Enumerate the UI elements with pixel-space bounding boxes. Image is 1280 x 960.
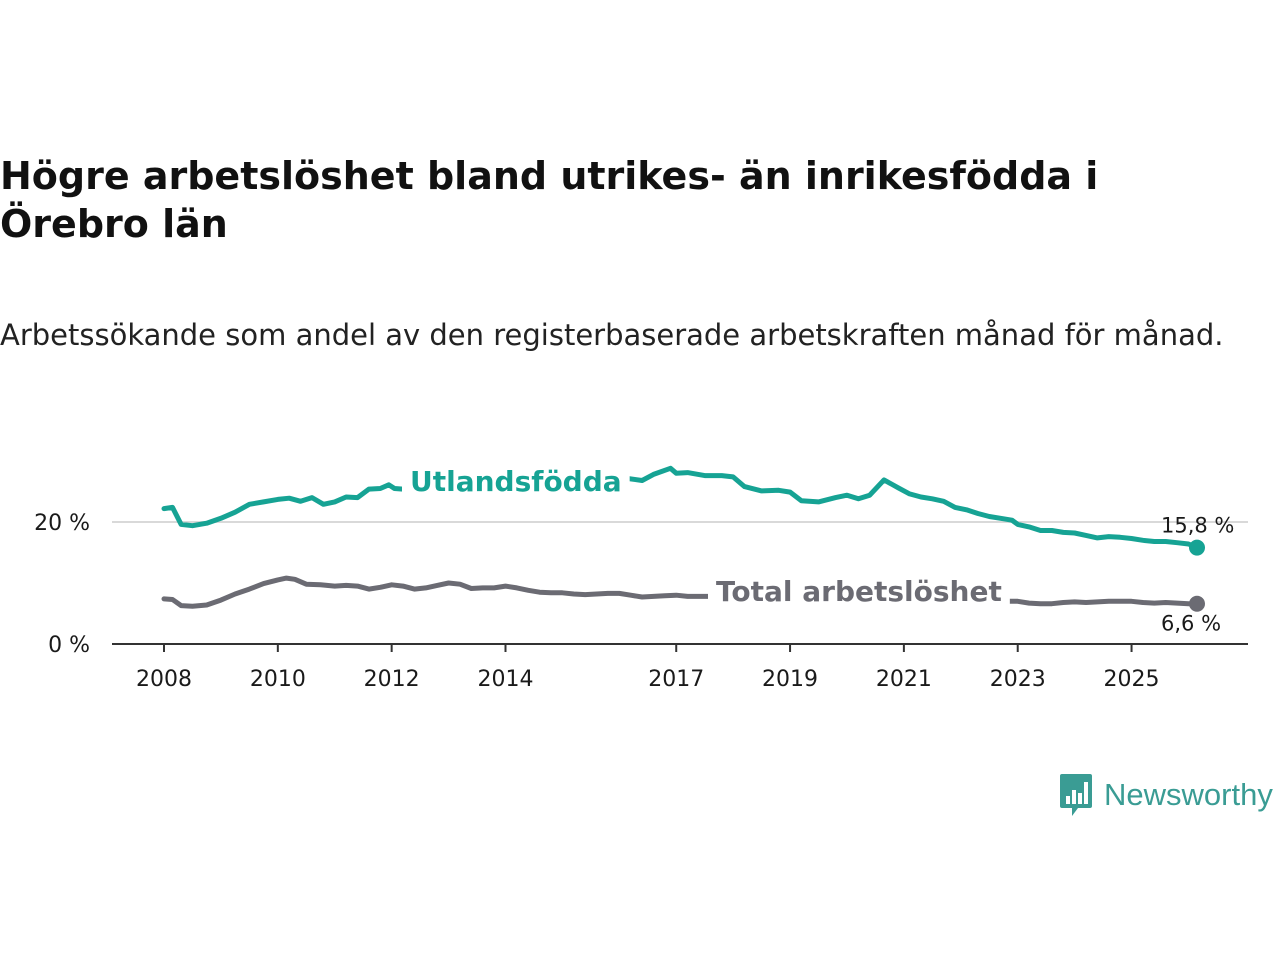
series-name-label-bg [708, 575, 1010, 608]
end-value-label-1: 6,6 % [1161, 612, 1221, 636]
x-tick-label: 2017 [648, 667, 704, 692]
end-value-label-0: 15,8 % [1161, 514, 1234, 538]
y-tick-label: 20 % [34, 511, 90, 536]
x-tick-label: 2021 [876, 667, 932, 692]
x-tick-label: 2019 [762, 667, 818, 692]
x-tick-label: 2023 [990, 667, 1046, 692]
brand-name: Newsworthy [1104, 777, 1273, 812]
series-name-label-0: Utlandsfödda [410, 465, 622, 498]
end-point-1 [1189, 595, 1205, 612]
end-point-0 [1189, 539, 1205, 556]
series-name-label-1: Total arbetslöshet [716, 575, 1002, 608]
x-tick-label: 2014 [477, 667, 533, 692]
x-tick-label: 2008 [136, 667, 192, 692]
line-chart: 0 % 20 % 2008 2010 2012 2014 2017 2019 2021 2023 2… [34, 465, 1248, 692]
series-name-label-bg [402, 465, 630, 498]
newsworthy-logo-icon [1060, 774, 1092, 816]
chart-title: Högre arbetslöshet bland utrikes- än inr… [0, 154, 1099, 246]
x-tick-label: 2012 [364, 667, 420, 692]
chart-subtitle: Arbetssökande som andel av den registerb… [0, 318, 1224, 352]
series-line-1 [161, 575, 1200, 609]
x-tick-label: 2010 [250, 667, 306, 692]
series-line-0 [161, 465, 1200, 551]
brand: Newsworthy [1058, 772, 1273, 818]
x-tick-label: 2025 [1104, 667, 1160, 692]
y-tick-label: 0 % [48, 633, 90, 658]
